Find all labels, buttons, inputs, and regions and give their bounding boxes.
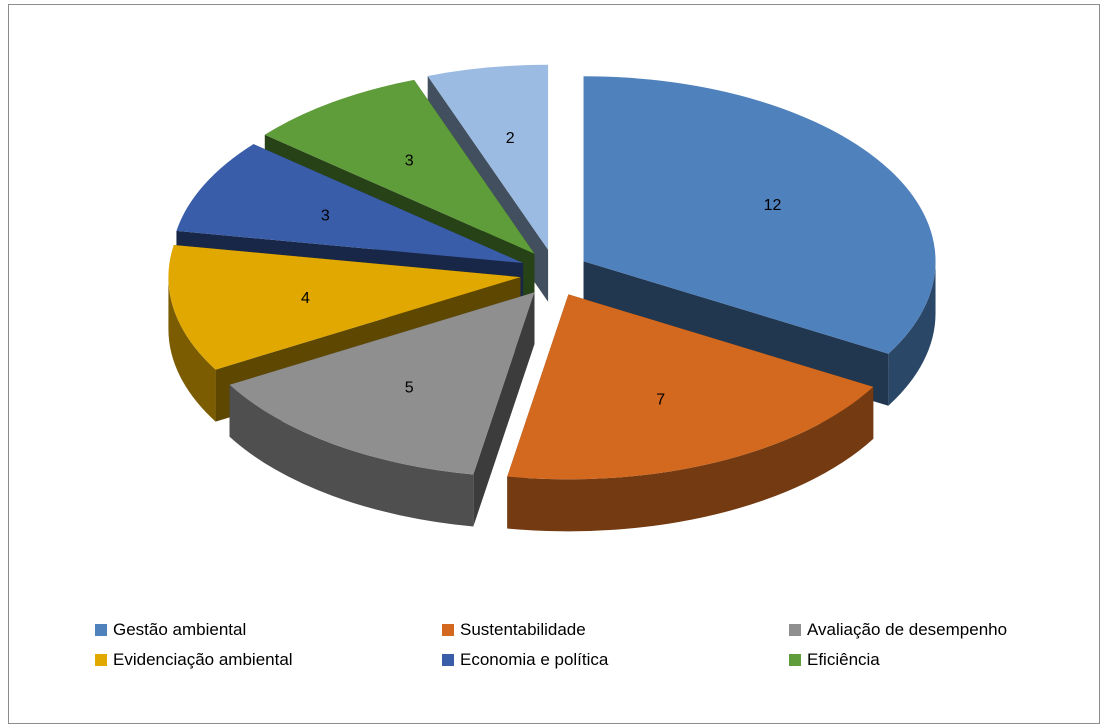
legend-label: Sustentabilidade bbox=[460, 620, 586, 640]
legend-label: Avaliação de desempenho bbox=[807, 620, 1007, 640]
data-label-0: 12 bbox=[764, 197, 782, 214]
legend: Gestão ambiental Sustentabilidade Avalia… bbox=[95, 618, 1095, 682]
legend-item-avaliacao-de-desempenho: Avaliação de desempenho bbox=[789, 618, 1007, 642]
legend-label: Eficiência bbox=[807, 650, 880, 670]
pie-chart: 12 7 5 4 3 3 2 bbox=[9, 5, 1101, 685]
legend-label: Gestão ambiental bbox=[113, 620, 246, 640]
legend-swatch bbox=[95, 654, 107, 666]
legend-item-eficiencia: Eficiência bbox=[789, 648, 880, 672]
legend-swatch bbox=[789, 654, 801, 666]
data-label-2: 5 bbox=[405, 379, 414, 396]
legend-item-sustentabilidade: Sustentabilidade bbox=[442, 618, 586, 642]
legend-swatch bbox=[442, 624, 454, 636]
data-label-1: 7 bbox=[656, 391, 665, 408]
legend-label: Economia e política bbox=[460, 650, 608, 670]
chart-frame: 12 7 5 4 3 3 2 bbox=[8, 4, 1100, 724]
legend-item-evidenciacao-ambiental: Evidenciação ambiental bbox=[95, 648, 293, 672]
legend-item-economia-e-politica: Economia e política bbox=[442, 648, 608, 672]
data-label-3: 4 bbox=[301, 290, 310, 307]
data-label-5: 3 bbox=[405, 153, 414, 170]
legend-item-gestao-ambiental: Gestão ambiental bbox=[95, 618, 246, 642]
legend-swatch bbox=[95, 624, 107, 636]
legend-swatch bbox=[442, 654, 454, 666]
legend-swatch bbox=[789, 624, 801, 636]
data-label-4: 3 bbox=[321, 208, 330, 225]
data-label-6: 2 bbox=[506, 130, 515, 147]
legend-label: Evidenciação ambiental bbox=[113, 650, 293, 670]
